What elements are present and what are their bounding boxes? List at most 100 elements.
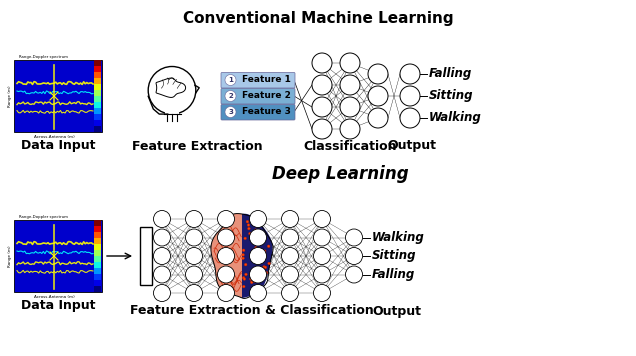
Text: Range (m): Range (m)	[8, 85, 12, 107]
Text: 3: 3	[228, 109, 233, 115]
Bar	[94, 274, 101, 280]
Circle shape	[246, 220, 249, 223]
FancyBboxPatch shape	[14, 220, 102, 292]
Bar	[94, 244, 101, 250]
Text: Conventional Machine Learning: Conventional Machine Learning	[183, 11, 453, 26]
Circle shape	[218, 284, 235, 302]
Bar	[94, 256, 101, 262]
Circle shape	[186, 229, 202, 246]
Text: Range-Doppler spectrum: Range-Doppler spectrum	[20, 55, 69, 59]
Circle shape	[314, 229, 331, 246]
Circle shape	[247, 227, 250, 230]
Circle shape	[340, 119, 360, 139]
Circle shape	[186, 284, 202, 302]
Circle shape	[153, 210, 170, 227]
Circle shape	[254, 246, 258, 249]
Text: Across-Antenna (m): Across-Antenna (m)	[34, 295, 75, 299]
Bar	[140, 227, 152, 285]
Circle shape	[400, 86, 420, 106]
Text: Feature Extraction: Feature Extraction	[132, 140, 262, 152]
Circle shape	[247, 224, 250, 226]
Circle shape	[244, 263, 247, 266]
Circle shape	[225, 106, 236, 117]
Text: Across-Antenna (m): Across-Antenna (m)	[34, 135, 75, 139]
Text: Data Input: Data Input	[21, 140, 95, 152]
Bar	[94, 78, 101, 84]
Circle shape	[251, 281, 253, 284]
Bar	[94, 280, 101, 286]
Circle shape	[345, 247, 363, 265]
Text: Output: Output	[387, 140, 436, 152]
Bar	[94, 126, 101, 132]
Circle shape	[282, 210, 298, 227]
Circle shape	[312, 119, 332, 139]
FancyBboxPatch shape	[221, 105, 295, 120]
Circle shape	[312, 97, 332, 117]
Circle shape	[259, 255, 261, 258]
Circle shape	[251, 274, 254, 276]
Bar	[94, 262, 101, 268]
Bar	[165, 109, 179, 116]
FancyBboxPatch shape	[221, 73, 295, 88]
Bar	[94, 60, 101, 66]
Bar	[94, 220, 101, 226]
Bar	[94, 226, 101, 232]
Polygon shape	[156, 78, 186, 98]
Circle shape	[242, 277, 245, 279]
Circle shape	[264, 266, 266, 269]
Circle shape	[249, 210, 266, 227]
Circle shape	[249, 247, 266, 265]
Circle shape	[251, 289, 254, 292]
Circle shape	[256, 259, 258, 261]
Circle shape	[254, 229, 257, 231]
Circle shape	[242, 253, 244, 256]
Circle shape	[263, 266, 265, 268]
Text: Feature Extraction & Classification: Feature Extraction & Classification	[130, 304, 374, 318]
Circle shape	[400, 108, 420, 128]
Circle shape	[368, 86, 388, 106]
Bar	[94, 90, 101, 96]
Circle shape	[153, 247, 170, 265]
Text: Feature 1: Feature 1	[242, 75, 291, 84]
Circle shape	[263, 250, 266, 252]
Circle shape	[259, 232, 261, 234]
Circle shape	[153, 266, 170, 283]
Bar	[94, 108, 101, 114]
Bar	[94, 250, 101, 256]
Circle shape	[340, 53, 360, 73]
Circle shape	[225, 90, 236, 101]
Circle shape	[218, 266, 235, 283]
Text: Feature 3: Feature 3	[242, 108, 291, 116]
Circle shape	[243, 278, 245, 280]
Circle shape	[258, 272, 260, 274]
Circle shape	[282, 284, 298, 302]
Circle shape	[282, 247, 298, 265]
Circle shape	[262, 256, 265, 258]
Circle shape	[314, 266, 331, 283]
Text: Sitting: Sitting	[429, 89, 473, 103]
Text: 2: 2	[228, 93, 233, 99]
Bar	[94, 120, 101, 126]
Circle shape	[282, 229, 298, 246]
Circle shape	[249, 229, 266, 246]
Bar	[94, 66, 101, 72]
Circle shape	[258, 249, 261, 251]
Text: Output: Output	[372, 304, 421, 318]
Circle shape	[218, 229, 235, 246]
Text: 1: 1	[228, 77, 233, 83]
Circle shape	[218, 210, 235, 227]
Circle shape	[186, 266, 202, 283]
Bar	[94, 84, 101, 90]
Circle shape	[262, 253, 265, 256]
Circle shape	[267, 245, 270, 247]
Circle shape	[256, 233, 259, 235]
Circle shape	[242, 285, 245, 288]
Circle shape	[314, 284, 331, 302]
Text: Range (m): Range (m)	[8, 245, 12, 267]
Circle shape	[314, 247, 331, 265]
Text: Falling: Falling	[371, 268, 415, 281]
Circle shape	[340, 97, 360, 117]
Circle shape	[249, 284, 266, 302]
Bar	[94, 72, 101, 78]
Bar	[94, 268, 101, 274]
